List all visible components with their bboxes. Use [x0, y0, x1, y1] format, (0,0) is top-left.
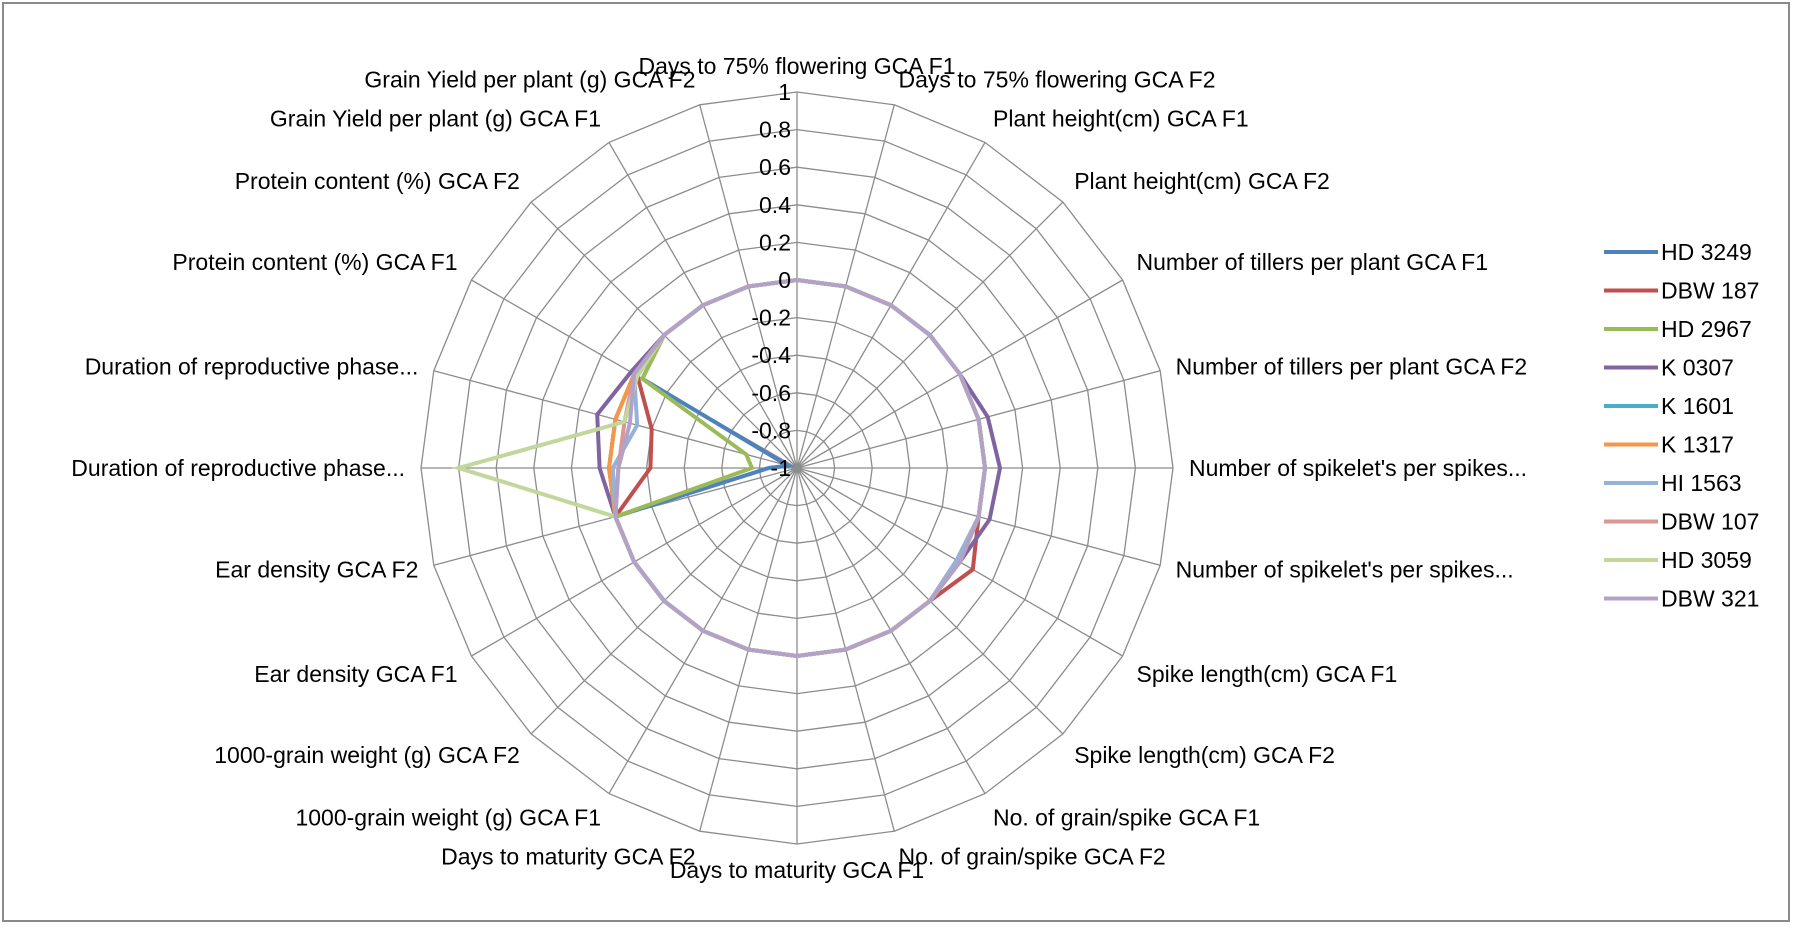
tick-label: 1	[778, 79, 791, 105]
category-label: Spike length(cm) GCA F1	[1137, 661, 1398, 687]
category-label: Days to 75% flowering GCA F1	[638, 53, 955, 79]
category-label: Duration of reproductive phase...	[71, 455, 405, 481]
tick-label: -0.4	[751, 342, 791, 368]
legend-label: HD 2967	[1661, 316, 1752, 342]
tick-label: 0.2	[759, 229, 791, 255]
tick-label: 0.6	[759, 154, 791, 180]
tick-label: -0.2	[751, 305, 791, 331]
radar-grid	[420, 91, 1174, 845]
category-label: Number of tillers per plant GCA F1	[1137, 249, 1489, 275]
category-label: Protein content (%) GCA F1	[172, 249, 457, 275]
legend-label: DBW 321	[1661, 586, 1759, 612]
category-label: Grain Yield per plant (g) GCA F2	[364, 66, 695, 92]
category-label: Number of spikelet's per spikes...	[1189, 455, 1527, 481]
tick-label: 0	[778, 267, 791, 293]
legend-label: DBW 187	[1661, 278, 1759, 304]
category-label: No. of grain/spike GCA F1	[993, 805, 1260, 831]
legend-label: HI 1563	[1661, 470, 1742, 496]
legend-label: K 1317	[1661, 432, 1734, 458]
category-label: 1000-grain weight (g) GCA F2	[214, 742, 520, 768]
tick-label: 0.4	[759, 192, 791, 218]
legend-label: DBW 107	[1661, 509, 1759, 535]
legend-label: K 0307	[1661, 355, 1734, 381]
category-label: Duration of reproductive phase...	[85, 354, 419, 380]
legend-label: HD 3249	[1661, 239, 1752, 265]
legend: HD 3249 DBW 187 HD 2967 K 0307 K 1601 K 1317 H…	[1604, 239, 1759, 612]
tick-label: -1	[771, 455, 791, 481]
tick-label: -0.6	[751, 380, 791, 406]
category-label: Number of spikelet's per spikes...	[1176, 557, 1514, 583]
category-label: Days to maturity GCA F1	[670, 857, 924, 883]
category-label: Grain Yield per plant (g) GCA F1	[270, 106, 601, 132]
tick-label: 0.8	[759, 117, 791, 143]
category-label: Days to maturity GCA F2	[441, 844, 695, 870]
category-label: Protein content (%) GCA F2	[235, 168, 520, 194]
category-label: Plant height(cm) GCA F2	[1074, 168, 1330, 194]
radial-tick-labels: 1 0.8 0.6 0.4 0.2 0 -0.2 -0.4 -0.6 -0.8 -1	[751, 79, 791, 481]
legend-label: K 1601	[1661, 393, 1734, 419]
category-label: Ear density GCA F1	[254, 661, 457, 687]
category-label: Days to 75% flowering GCA F2	[899, 66, 1216, 92]
category-label: Plant height(cm) GCA F1	[993, 106, 1249, 132]
category-label: Number of tillers per plant GCA F2	[1176, 354, 1528, 380]
tick-label: -0.8	[751, 417, 791, 443]
category-label: No. of grain/spike GCA F2	[899, 844, 1166, 870]
category-label: Spike length(cm) GCA F2	[1074, 742, 1335, 768]
category-label: Ear density GCA F2	[215, 557, 418, 583]
series-layer	[451, 277, 1003, 659]
series-line-dbw-321	[613, 277, 988, 659]
category-label: 1000-grain weight (g) GCA F1	[295, 805, 601, 831]
legend-label: HD 3059	[1661, 547, 1752, 573]
